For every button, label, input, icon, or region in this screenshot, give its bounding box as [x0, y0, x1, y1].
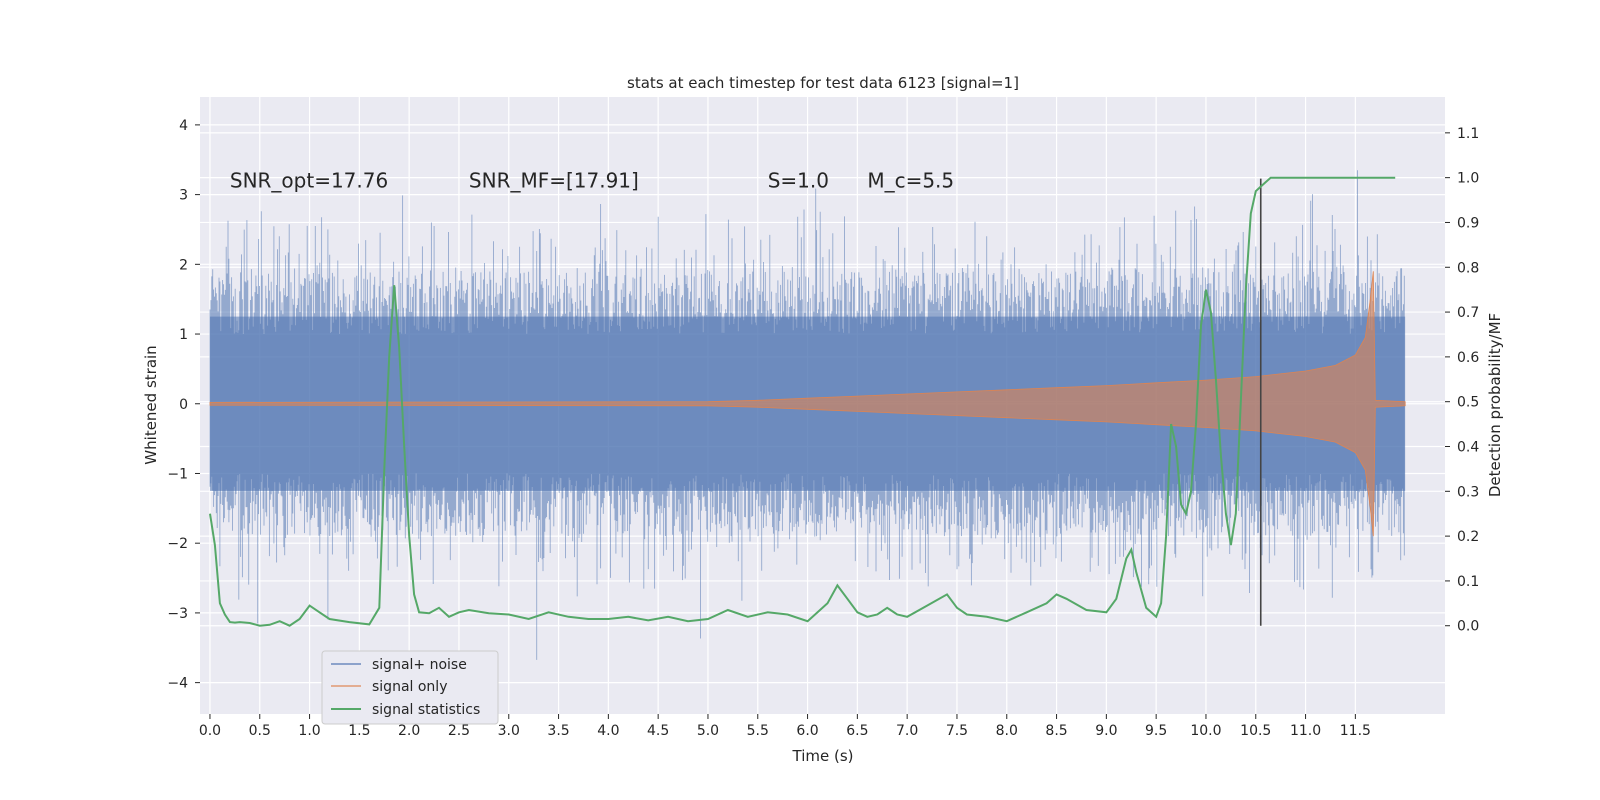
- x-tick-label: 3.0: [498, 723, 520, 739]
- y-axis-label: Whitened strain: [142, 345, 160, 464]
- x-tick-label: 3.5: [547, 723, 569, 739]
- signal-only-series: [209, 271, 1406, 537]
- x-tick-label: 1.5: [348, 723, 370, 739]
- y-tick-label: 0: [179, 397, 188, 413]
- x-axis-ticks: 0.0 0.5 1.0 1.5 2.0 2.5 3.0 3.5 4.0 4.5 5.0 5.5 6.0 6…: [199, 714, 1371, 739]
- x-axis-label: Time (s): [792, 747, 854, 765]
- chart-title: stats at each timestep for test data 612…: [627, 74, 1019, 92]
- x-tick-label: 10.5: [1240, 723, 1271, 739]
- legend-label-signal-statistics: signal statistics: [372, 702, 480, 718]
- annotation: M_c=5.5: [867, 169, 954, 193]
- y2-tick-label: 0.2: [1457, 529, 1479, 545]
- x-tick-label: 5.5: [747, 723, 769, 739]
- y-axis-ticks: −4 −3 −2 −1 0 1 2 3 4: [167, 118, 200, 692]
- y2-tick-label: 0.6: [1457, 350, 1479, 366]
- x-tick-label: 4.5: [647, 723, 669, 739]
- annotation: SNR_MF=[17.91]: [469, 169, 639, 193]
- x-tick-label: 9.5: [1145, 723, 1167, 739]
- x-tick-label: 8.5: [1045, 723, 1067, 739]
- y2-tick-label: 1.0: [1457, 171, 1479, 187]
- x-tick-label: 7.0: [896, 723, 918, 739]
- y-tick-label: 4: [179, 118, 188, 134]
- x-tick-label: 11.5: [1340, 723, 1371, 739]
- legend-label-signal-only: signal only: [372, 679, 447, 695]
- y2-tick-label: 0.1: [1457, 574, 1479, 590]
- annotations: SNR_opt=17.76 SNR_MF=[17.91] S=1.0 M_c=5.5: [230, 169, 954, 193]
- x-tick-label: 2.5: [448, 723, 470, 739]
- y2-tick-label: 0.4: [1457, 439, 1479, 455]
- x-tick-label: 5.0: [697, 723, 719, 739]
- y2-axis-label: Detection probability/MF: [1486, 313, 1504, 497]
- annotation: SNR_opt=17.76: [230, 169, 388, 193]
- y-tick-label: −4: [167, 676, 188, 692]
- y2-tick-label: 0.3: [1457, 484, 1479, 500]
- x-tick-label: 6.0: [796, 723, 818, 739]
- y2-tick-label: 0.9: [1457, 215, 1479, 231]
- y2-tick-label: 0.7: [1457, 305, 1479, 321]
- x-tick-label: 7.5: [946, 723, 968, 739]
- x-tick-label: 10.0: [1190, 723, 1221, 739]
- x-tick-label: 0.0: [199, 723, 221, 739]
- x-tick-label: 4.0: [597, 723, 619, 739]
- y-tick-label: 1: [179, 327, 188, 343]
- y2-tick-label: 0.5: [1457, 395, 1479, 411]
- y-tick-label: 3: [179, 188, 188, 204]
- x-tick-label: 2.0: [398, 723, 420, 739]
- y-tick-label: −3: [167, 606, 188, 622]
- annotation: S=1.0: [768, 169, 829, 193]
- x-tick-label: 0.5: [249, 723, 271, 739]
- y-tick-label: −2: [167, 536, 188, 552]
- y2-tick-label: 1.1: [1457, 126, 1479, 142]
- y-tick-label: 2: [179, 257, 188, 273]
- legend-box: [321, 650, 499, 725]
- signal-envelope: [209, 271, 1406, 537]
- x-tick-label: 1.0: [298, 723, 320, 739]
- statistics-line: [209, 176, 1396, 627]
- y2-axis-ticks: 0.0 0.1 0.2 0.3 0.4 0.5 0.6 0.7 0.8 0.9 1.0 1.1: [1445, 126, 1479, 635]
- y-tick-label: −1: [167, 466, 188, 482]
- y2-tick-label: 0.8: [1457, 260, 1479, 276]
- legend-label-signal-noise: signal+ noise: [372, 657, 467, 673]
- x-tick-label: 6.5: [846, 723, 868, 739]
- signal-statistics-series: [209, 176, 1396, 627]
- x-tick-label: 8.0: [996, 723, 1018, 739]
- legend: signal+ noise signal only signal statist…: [321, 650, 499, 725]
- x-tick-label: 9.0: [1095, 723, 1117, 739]
- y2-tick-label: 0.0: [1457, 619, 1479, 635]
- x-tick-label: 11.0: [1290, 723, 1321, 739]
